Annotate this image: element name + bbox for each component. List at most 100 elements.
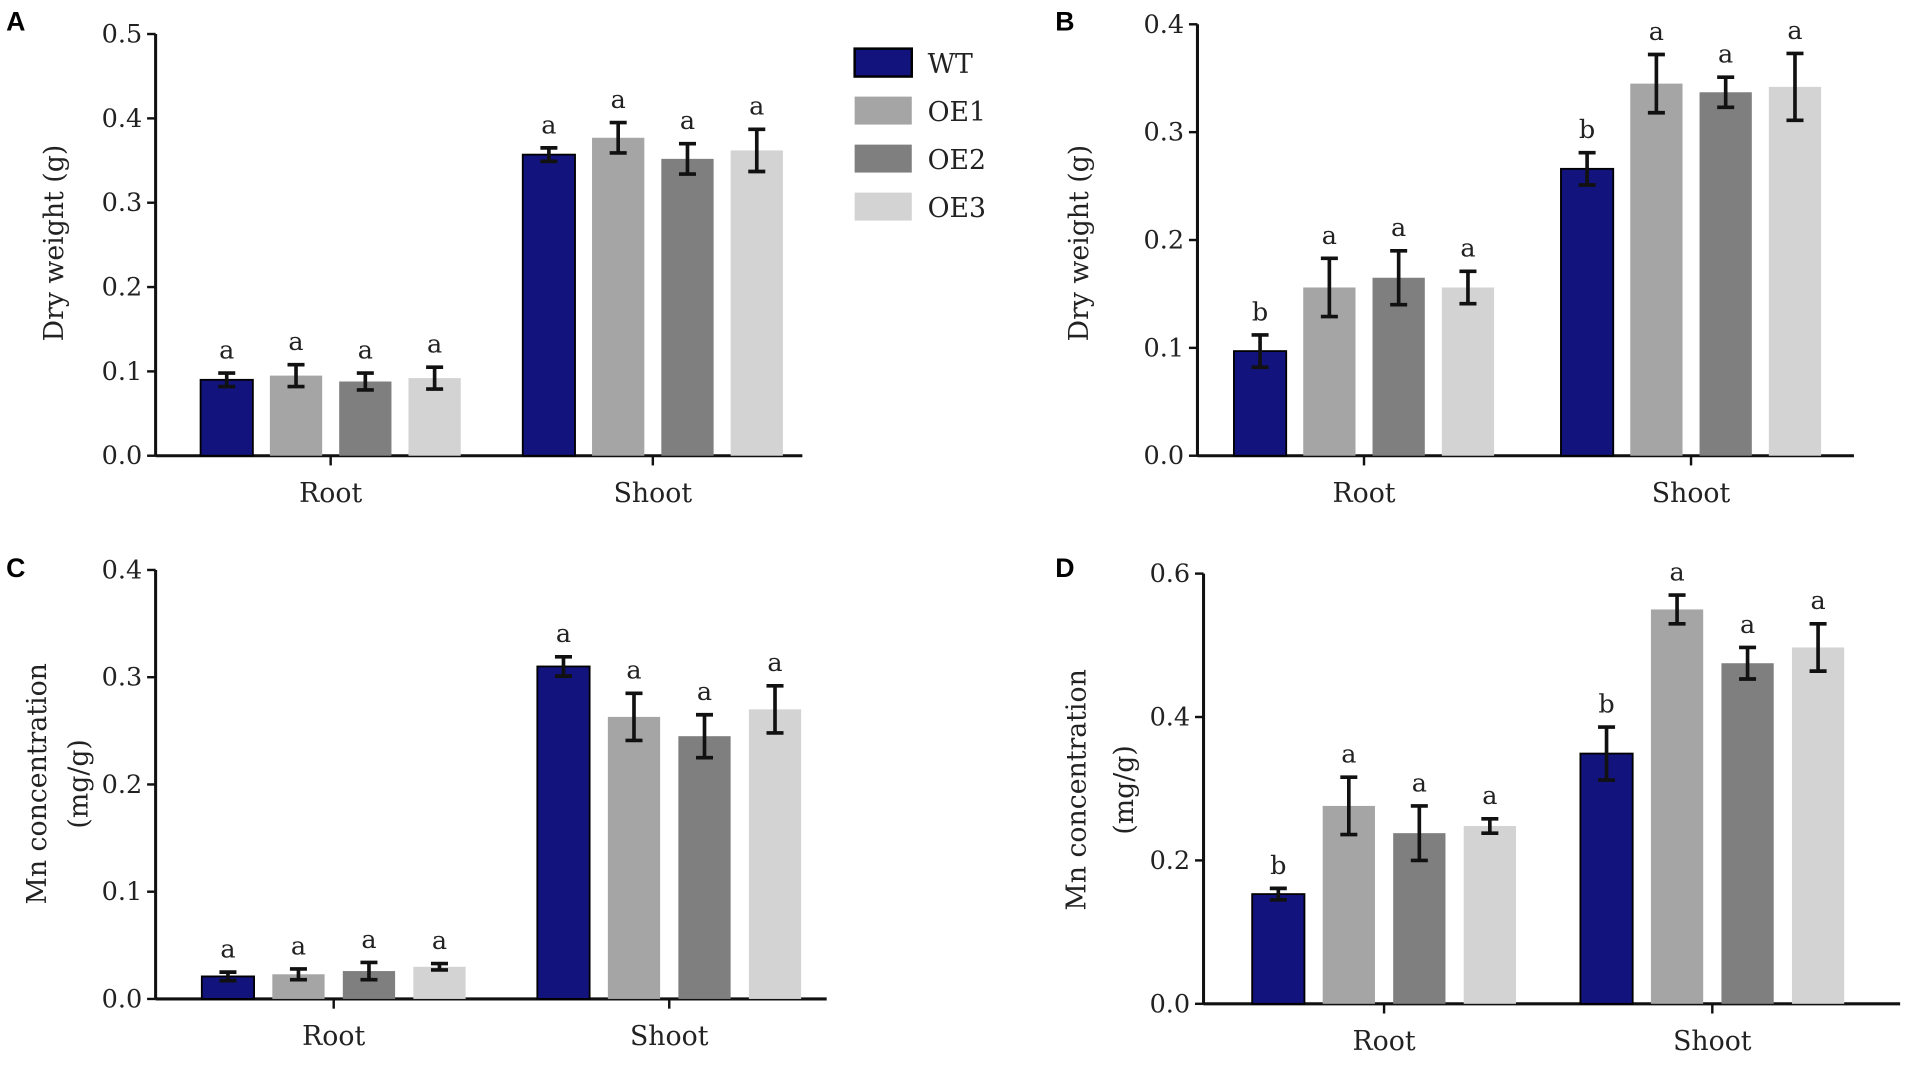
bar-oe1-shoot — [1650, 609, 1704, 1004]
x-tick-label: Root — [1353, 1026, 1416, 1057]
significance-letter: a — [1649, 17, 1664, 47]
y-tick-label: 0.1 — [102, 357, 143, 387]
bar-oe3-shoot — [1768, 86, 1822, 456]
x-tick-label: Root — [302, 1021, 365, 1052]
significance-letter: a — [288, 327, 303, 357]
y-tick-label: 0.4 — [1150, 703, 1191, 733]
significance-letter: a — [291, 931, 306, 961]
bar-oe3-root — [1463, 825, 1516, 1004]
significance-letter: a — [541, 110, 556, 140]
bar-oe1-shoot — [607, 716, 661, 999]
bar-oe1-shoot — [592, 137, 645, 456]
y-tick-label: 0.1 — [1143, 333, 1184, 363]
significance-letter: b — [1270, 851, 1286, 881]
y-tick-label: 0.4 — [102, 104, 143, 134]
x-tick-label: Shoot — [630, 1021, 709, 1052]
legend: WT OE1 OE2 OE3 — [853, 47, 986, 224]
significance-letter: a — [1810, 586, 1825, 616]
bar-oe2-root — [339, 381, 392, 456]
significance-letter: a — [1669, 558, 1684, 588]
legend-swatch-oe2 — [854, 144, 912, 173]
legend-swatch-oe1 — [854, 96, 912, 125]
bar-oe3-root — [408, 378, 461, 456]
x-tick-label: Root — [299, 478, 362, 509]
legend-label: OE1 — [928, 97, 986, 128]
bar-oe2-shoot — [1721, 663, 1774, 1004]
bar-oe1-shoot — [1630, 83, 1683, 456]
significance-letter: a — [697, 677, 712, 707]
y-tick-label: 0.2 — [1150, 846, 1191, 876]
significance-letter: a — [219, 335, 234, 365]
bar-oe3-shoot — [1791, 647, 1845, 1004]
significance-letter: b — [1252, 297, 1268, 327]
y-tick-label: 0.0 — [1143, 441, 1184, 471]
significance-letter: a — [680, 106, 695, 136]
significance-letter: a — [1412, 768, 1427, 798]
y-tick-label: 0.0 — [102, 441, 143, 471]
bar-oe3-shoot — [730, 150, 783, 456]
significance-letter: a — [427, 330, 442, 360]
significance-letter: a — [1322, 221, 1337, 251]
panel-c: C 0.0 0.1 0.2 0.3 0.4 Mn concentration (mg/g) Ro… — [6, 553, 827, 1052]
panel-label: B — [1055, 6, 1074, 36]
panel-label: D — [1055, 553, 1074, 583]
bar-wt-root — [199, 378, 254, 457]
legend-swatch-oe3 — [854, 192, 912, 221]
y-tick-label: 0.4 — [102, 555, 143, 585]
bar-wt-shoot — [521, 153, 576, 457]
legend-label: OE3 — [928, 193, 986, 224]
bar-wt-shoot — [1579, 752, 1634, 1005]
y-tick-label: 0.3 — [102, 188, 143, 218]
significance-letter: a — [749, 92, 764, 122]
bar-oe3-shoot — [748, 709, 802, 999]
x-tick-label: Shoot — [1673, 1026, 1752, 1057]
panel-label: C — [6, 553, 25, 583]
y-tick-label: 0.6 — [1150, 559, 1191, 589]
x-tick-label: Shoot — [614, 478, 693, 509]
panel-a: A 0.0 0.1 0.2 0.3 0.4 0.5 Dry weight (g) Root a a a… — [6, 6, 986, 509]
significance-letter: a — [1740, 610, 1755, 640]
significance-letter: a — [1787, 16, 1802, 46]
significance-letter: a — [1718, 40, 1733, 70]
y-axis-label: (mg/g) — [64, 739, 95, 828]
bar-oe1-root — [269, 375, 323, 456]
significance-letter: a — [432, 926, 447, 956]
significance-letter: a — [1460, 234, 1475, 264]
significance-letter: a — [220, 935, 235, 965]
bar-oe2-shoot — [661, 158, 714, 456]
significance-letter: a — [556, 619, 571, 649]
legend-swatch-wt — [853, 47, 913, 78]
y-tick-label: 0.1 — [102, 877, 143, 907]
x-tick-label: Root — [1332, 478, 1395, 509]
bar-oe2-shoot — [1699, 92, 1752, 456]
bar-oe3-root — [1441, 287, 1495, 456]
y-tick-label: 0.2 — [102, 273, 143, 303]
y-tick-label: 0.4 — [1143, 10, 1184, 40]
x-tick-label: Shoot — [1652, 478, 1731, 509]
bar-oe3-root — [413, 966, 466, 999]
panel-b: B 0.0 0.1 0.2 0.3 0.4 Dry weight (g) Root b a a a Sh… — [1055, 6, 1854, 509]
bar-oe2-root — [1372, 277, 1425, 456]
significance-letter: a — [358, 335, 373, 365]
panel-label: A — [6, 6, 25, 36]
significance-letter: a — [1391, 213, 1406, 243]
significance-letter: b — [1598, 689, 1614, 719]
y-tick-label: 0.2 — [102, 770, 143, 800]
y-tick-label: 0.3 — [102, 663, 143, 693]
significance-letter: a — [626, 656, 641, 686]
y-axis-label: (mg/g) — [1109, 745, 1140, 834]
significance-letter: a — [611, 85, 626, 115]
significance-letter: a — [361, 925, 376, 955]
bar-oe2-shoot — [678, 736, 731, 999]
y-tick-label: 0.3 — [1143, 118, 1184, 148]
y-tick-label: 0.0 — [1150, 989, 1191, 1019]
legend-label: OE2 — [928, 145, 986, 176]
y-tick-label: 0.0 — [102, 984, 143, 1014]
y-axis-label: Mn concentration — [1062, 669, 1093, 910]
y-axis-label: Dry weight (g) — [1064, 145, 1095, 342]
significance-letter: a — [767, 648, 782, 678]
y-tick-label: 0.5 — [102, 20, 143, 50]
panel-d: D 0.0 0.2 0.4 0.6 Mn concentration (mg/g) Root b… — [1055, 553, 1901, 1057]
y-axis-label: Mn concentration — [22, 663, 53, 904]
